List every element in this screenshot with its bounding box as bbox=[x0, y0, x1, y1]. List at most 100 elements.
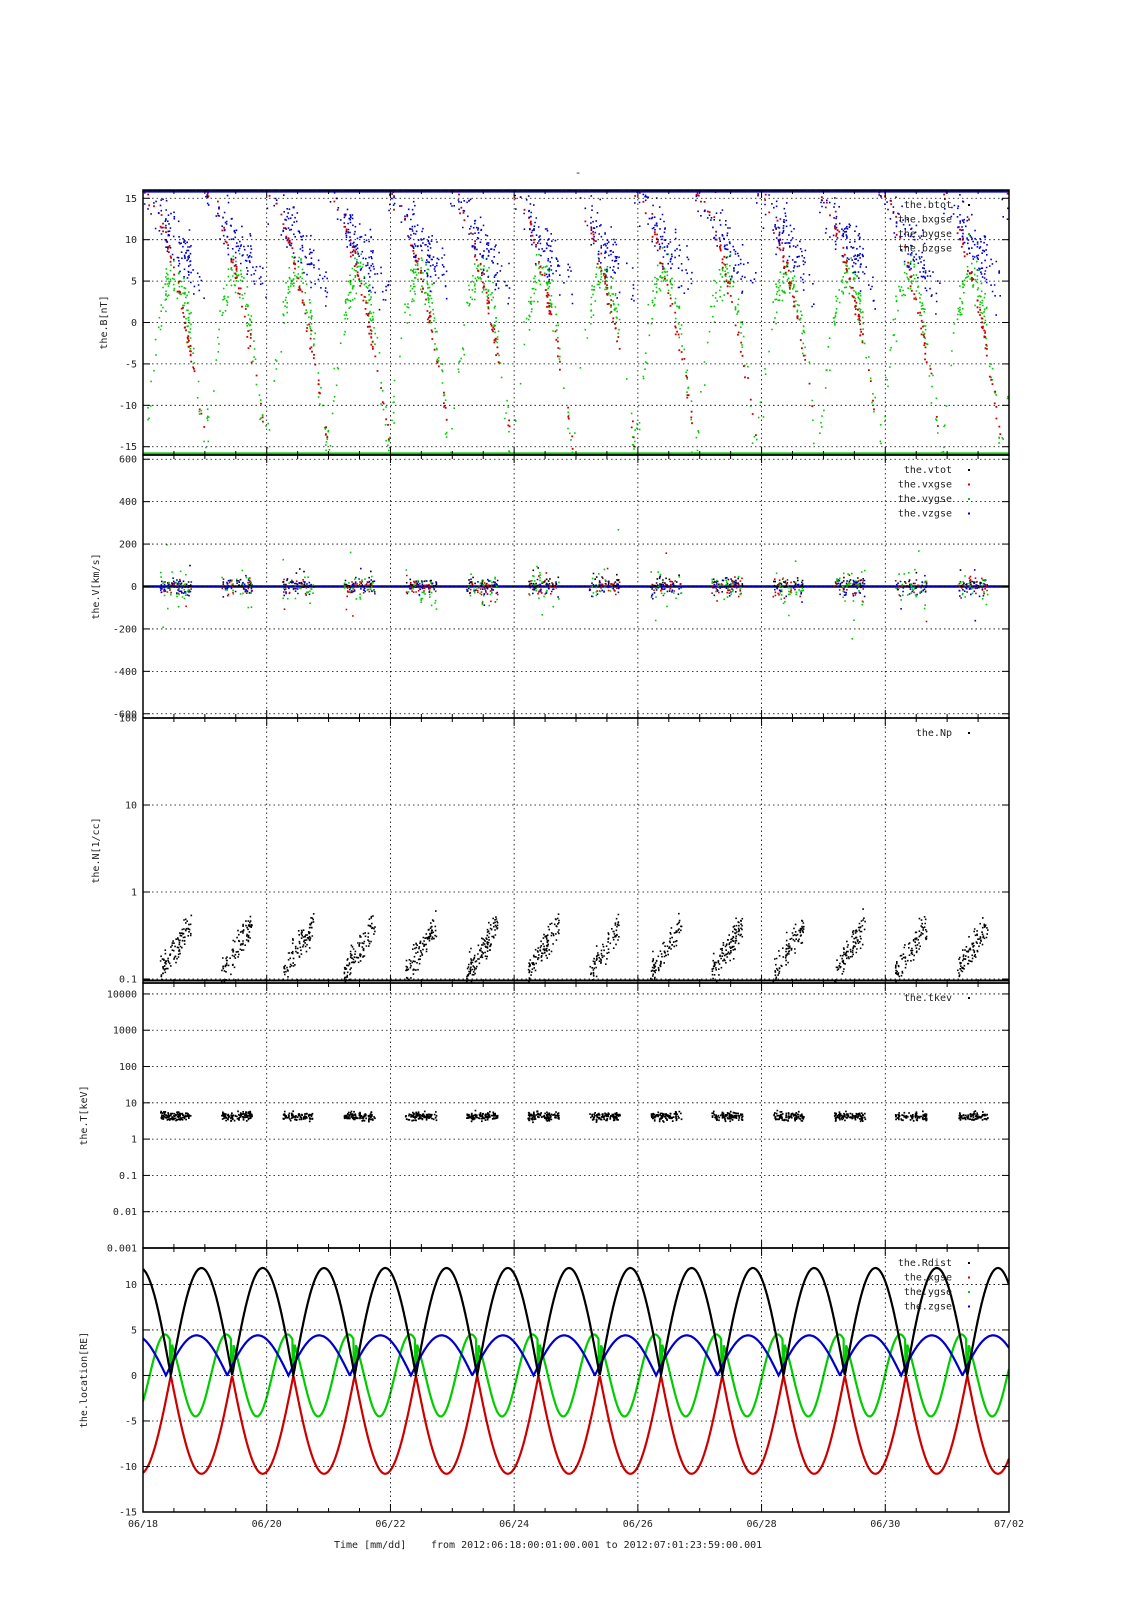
legend-marker bbox=[968, 1276, 970, 1279]
y-tick-label: -5 bbox=[125, 359, 137, 370]
legend-marker bbox=[968, 483, 970, 486]
panel-frame bbox=[142, 982, 1010, 1249]
legend-marker bbox=[968, 1305, 970, 1308]
x-axis-label: Time [mm/dd] bbox=[334, 1540, 406, 1551]
y-tick-label: 100 bbox=[119, 714, 137, 725]
time-range-text: from 2012:06:18:00:01:00.001 to 2012:07:… bbox=[431, 1540, 762, 1551]
legend-label-Rdist: the.Rdist bbox=[898, 1258, 952, 1269]
series-np bbox=[159, 908, 989, 983]
legend-label-xgse: the.xgse bbox=[904, 1273, 952, 1284]
legend-label-vtot: the.vtot bbox=[904, 465, 952, 476]
legend-label-bygse: the.bygse bbox=[898, 229, 952, 240]
legend-label-Np: the.Np bbox=[916, 728, 952, 739]
y-tick-label: -15 bbox=[119, 442, 137, 453]
legend-marker bbox=[968, 1291, 970, 1293]
legend-label-tkev: the.tkev bbox=[904, 993, 952, 1004]
y-tick-label: -200 bbox=[113, 624, 137, 635]
y-tick-label: 100 bbox=[119, 1062, 137, 1073]
legend-label-ygse: the.ygse bbox=[904, 1287, 952, 1298]
y-tick-label: -600 bbox=[113, 709, 137, 720]
series-vtot bbox=[160, 564, 988, 589]
x-tick-label: 06/26 bbox=[623, 1519, 653, 1530]
series-zgse bbox=[143, 1334, 1009, 1378]
panel-5: 10 5 0 -5 -10 -15 the.location[RE] the.Rdist the… bbox=[79, 1247, 1010, 1519]
panel-frame bbox=[142, 1247, 1010, 1513]
y-tick-label: 10000 bbox=[107, 989, 137, 1000]
legend-label-bxgse: the.bxgse bbox=[898, 215, 952, 226]
y-axis-label: the.location[RE] bbox=[79, 1332, 90, 1428]
y-tick-label: 200 bbox=[119, 540, 137, 551]
y-tick-label: 0.01 bbox=[113, 1207, 137, 1218]
y-tick-label: 10 bbox=[125, 1098, 137, 1109]
x-tick-label: 06/22 bbox=[375, 1519, 405, 1530]
y-tick-label: -10 bbox=[119, 401, 137, 412]
series-ygse bbox=[143, 1333, 1009, 1418]
plot-area bbox=[143, 190, 1009, 455]
plot-area bbox=[143, 1266, 1009, 1475]
y-tick-label: 5 bbox=[131, 1325, 137, 1336]
x-tick-label: 06/30 bbox=[870, 1519, 900, 1530]
legend-marker bbox=[968, 498, 970, 500]
legend-label-bzgse: the.bzgse bbox=[898, 244, 952, 255]
y-tick-label: 400 bbox=[119, 497, 137, 508]
series-bxgse bbox=[143, 190, 1009, 450]
legend-label-vxgse: the.vxgse bbox=[898, 480, 952, 491]
plot-area bbox=[143, 529, 1009, 640]
plot-area bbox=[160, 1109, 989, 1124]
panel-2: 600 400 200 0 -200 -400 -600 the.V[km/s] the.vto… bbox=[91, 454, 1010, 720]
legend-marker bbox=[968, 204, 970, 206]
x-tick-label: 07/02 bbox=[994, 1519, 1024, 1530]
y-tick-label: 1 bbox=[131, 888, 137, 899]
y-tick-label: 5 bbox=[131, 277, 137, 288]
x-tick-label: 06/28 bbox=[747, 1519, 777, 1530]
legend-marker bbox=[968, 997, 970, 999]
legend-marker bbox=[968, 732, 970, 734]
legend-marker bbox=[968, 469, 970, 471]
x-tick-label: 06/18 bbox=[128, 1519, 158, 1530]
panel-1: 15 10 5 0 -5 -10 -15 the.B[nT] the.btot the.bxgse… bbox=[99, 189, 1010, 456]
y-tick-label: 0.1 bbox=[119, 1171, 137, 1182]
legend-label-vzgse: the.vzgse bbox=[898, 509, 952, 520]
panel-3: 100 10 1 0.1 the.N[1/cc] the.Np bbox=[91, 714, 1010, 986]
y-axis-label: the.T[keV] bbox=[79, 1085, 90, 1145]
y-axis-label: the.V[km/s] bbox=[91, 553, 102, 619]
y-tick-label: 10 bbox=[125, 1280, 137, 1291]
panel-4: 10000 1000 100 10 1 0.1 0.01 0.001 the.T[keV] the… bbox=[79, 982, 1010, 1255]
legend-label-vygse: the.vygse bbox=[898, 494, 952, 505]
legend-marker bbox=[968, 1262, 970, 1264]
y-tick-label: 600 bbox=[119, 455, 137, 466]
y-tick-label: 1 bbox=[131, 1135, 137, 1146]
y-axis-label: the.B[nT] bbox=[99, 295, 110, 349]
legend-marker bbox=[968, 233, 970, 235]
y-tick-label: 0 bbox=[131, 1371, 137, 1382]
legend-marker bbox=[968, 512, 970, 515]
series-bzgse bbox=[143, 190, 1009, 316]
legend-marker bbox=[968, 247, 970, 250]
y-tick-label: -15 bbox=[119, 1508, 137, 1519]
series-tkev bbox=[160, 1109, 989, 1124]
y-tick-label: 0 bbox=[131, 318, 137, 329]
panel-frame bbox=[142, 717, 1010, 984]
y-tick-label: 1000 bbox=[113, 1026, 137, 1037]
y-tick-label: -400 bbox=[113, 667, 137, 678]
y-tick-label: 0 bbox=[131, 582, 137, 593]
legend-label-btot: the.btot bbox=[904, 200, 952, 211]
series-bygse bbox=[143, 247, 1009, 455]
legend-marker bbox=[968, 218, 970, 221]
series-vzgse bbox=[159, 567, 986, 622]
plot-area bbox=[143, 908, 1009, 983]
y-tick-label: 15 bbox=[125, 194, 137, 205]
y-tick-label: 0.1 bbox=[119, 975, 137, 986]
y-tick-label: -10 bbox=[119, 1462, 137, 1473]
legend-label-zgse: the.zgse bbox=[904, 1302, 952, 1313]
x-tick-label: 06/20 bbox=[252, 1519, 282, 1530]
y-axis-label: the.N[1/cc] bbox=[91, 817, 102, 883]
figure-title-mark: - bbox=[575, 166, 582, 179]
y-tick-label: -5 bbox=[125, 1416, 137, 1427]
series-Rdist bbox=[143, 1266, 1009, 1380]
y-tick-label: 0.001 bbox=[107, 1244, 137, 1255]
x-tick-label: 06/24 bbox=[499, 1519, 529, 1530]
y-tick-label: 10 bbox=[125, 235, 137, 246]
panels-layer: 151050-5-10-15the.B[nT]the.btotthe.bxgse… bbox=[79, 189, 1024, 1530]
